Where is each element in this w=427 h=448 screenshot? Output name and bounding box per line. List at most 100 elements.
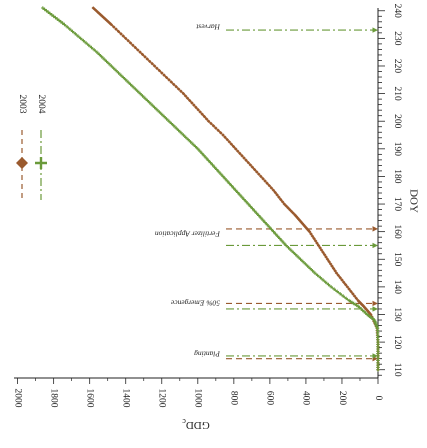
data-point	[214, 167, 219, 172]
annotation-label: Harvest	[195, 22, 221, 31]
data-point	[206, 119, 211, 124]
gdd-tick-label: 1800	[48, 389, 58, 408]
data-point	[46, 10, 51, 14]
data-point	[183, 94, 188, 98]
data-point	[138, 91, 142, 96]
data-point	[140, 52, 145, 57]
data-point	[109, 64, 114, 68]
data-point	[59, 20, 63, 24]
gdd-tick-label: 0	[373, 396, 383, 401]
data-point	[284, 243, 288, 248]
data-point	[326, 282, 331, 287]
data-point	[176, 87, 181, 91]
data-point	[248, 163, 253, 167]
data-point	[246, 202, 251, 206]
data-point	[310, 268, 315, 273]
data-point	[121, 34, 126, 38]
data-point	[341, 294, 345, 298]
data-point	[252, 209, 257, 213]
data-point	[235, 190, 240, 195]
doy-tick-label: 130	[392, 307, 402, 322]
doy-tick-label: 160	[392, 225, 402, 240]
data-point	[254, 170, 259, 174]
data-point	[131, 84, 135, 89]
legend-item-2003: 2003	[16, 95, 28, 200]
data-point	[294, 214, 299, 219]
data-point	[162, 114, 166, 119]
data-point	[238, 151, 242, 156]
data-point	[265, 181, 269, 186]
data-point	[133, 87, 138, 91]
data-point	[242, 156, 246, 160]
data-point	[282, 202, 287, 206]
data-point	[289, 209, 294, 214]
data-point	[256, 213, 261, 218]
data-point	[359, 301, 363, 306]
series-layer	[41, 6, 380, 372]
data-point	[277, 236, 282, 241]
gdd-tick-label: 1200	[157, 389, 167, 408]
data-point	[169, 80, 174, 84]
data-point	[299, 220, 303, 224]
data-point	[278, 197, 283, 202]
data-point	[356, 298, 360, 303]
data-point	[254, 211, 259, 216]
data-point	[250, 206, 255, 211]
data-point	[60, 21, 65, 25]
data-point	[212, 165, 217, 170]
data-point	[275, 234, 280, 239]
data-point	[354, 296, 359, 301]
data-point	[179, 89, 183, 94]
data-point	[347, 287, 351, 291]
data-point	[159, 112, 164, 117]
data-point	[302, 224, 307, 228]
data-point	[315, 273, 320, 278]
data-point	[204, 156, 209, 160]
data-point	[233, 188, 238, 193]
data-point	[308, 266, 312, 271]
data-point	[218, 130, 223, 135]
data-point	[57, 18, 61, 23]
data-point	[179, 130, 183, 135]
data-point	[204, 117, 209, 121]
data-point	[186, 137, 190, 142]
data-point	[359, 302, 364, 307]
data-point	[296, 255, 300, 259]
data-point	[97, 11, 102, 16]
data-point	[140, 94, 145, 98]
data-point	[286, 245, 291, 250]
data-point	[145, 98, 150, 103]
data-point	[347, 298, 351, 303]
data-point	[185, 96, 190, 100]
data-point	[364, 307, 368, 311]
data-point	[240, 153, 244, 158]
data-point	[188, 140, 193, 144]
data-point	[280, 199, 285, 204]
data-point	[187, 98, 192, 103]
data-point	[143, 54, 147, 59]
data-point	[312, 236, 316, 241]
data-point	[280, 239, 284, 243]
data-point	[99, 54, 104, 59]
gdd-tick-label: 600	[265, 391, 275, 406]
data-point	[328, 262, 333, 266]
data-point	[181, 91, 186, 96]
data-point	[265, 222, 269, 227]
data-point	[240, 195, 244, 199]
data-point	[152, 105, 157, 110]
data-point	[193, 144, 198, 149]
series-line	[42, 7, 379, 370]
data-point	[345, 285, 350, 289]
series-2004	[41, 6, 380, 372]
data-point	[183, 135, 188, 140]
data-point	[259, 174, 263, 179]
data-point	[62, 22, 67, 27]
data-point	[76, 34, 80, 38]
data-point	[126, 80, 130, 84]
data-point	[189, 101, 194, 105]
data-point	[196, 107, 200, 112]
data-point	[92, 48, 96, 52]
data-point	[358, 300, 362, 305]
data-point	[295, 216, 300, 220]
data-point	[227, 140, 232, 144]
